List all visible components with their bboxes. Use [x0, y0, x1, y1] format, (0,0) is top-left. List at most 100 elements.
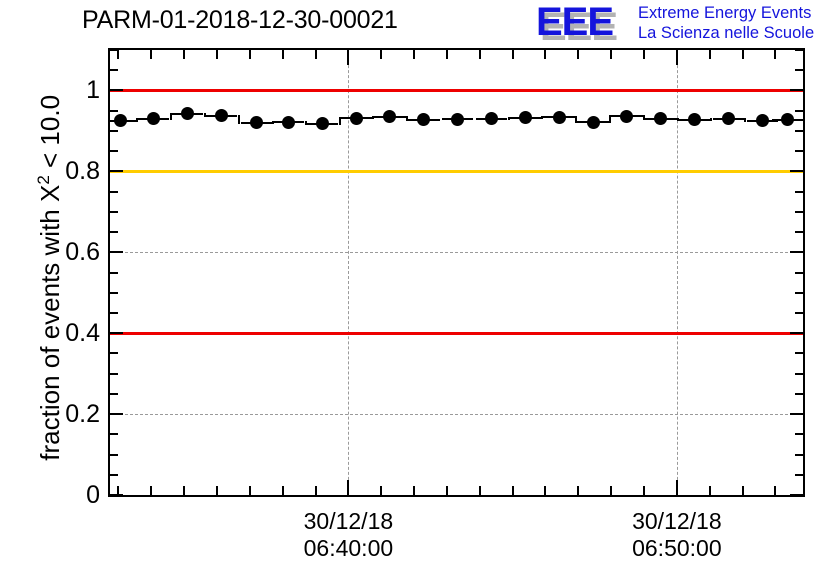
y-axis-major-tick [110, 251, 123, 254]
y-axis-tick-label: 0.2 [65, 400, 100, 429]
data-point-marker [755, 114, 769, 128]
y-axis-minor-tick-right [795, 109, 803, 112]
data-connector [271, 121, 274, 124]
data-point-marker [181, 107, 195, 120]
x-axis-minor-tick [314, 486, 317, 495]
x-axis-tick-labels: 30/12/18 06:40:00 30/12/18 06:50:00 [0, 500, 836, 570]
x-axis-minor-tick-top [215, 50, 218, 59]
x-axis-minor-tick-top [117, 50, 120, 59]
x-axis-minor-tick-top [708, 50, 711, 59]
data-point-marker [417, 113, 431, 127]
data-point-marker [215, 109, 229, 123]
y-axis-major-tick [110, 89, 123, 92]
x-axis-minor-tick-top [183, 50, 186, 59]
x-axis-major-tick [675, 480, 678, 495]
y-axis-minor-tick [110, 372, 118, 375]
chart-title: PARM-01-2018-12-30-00021 [82, 6, 398, 34]
data-point-marker [721, 112, 735, 126]
x-axis-minor-tick [413, 486, 416, 495]
data-connector [338, 117, 341, 125]
data-point-marker [687, 113, 701, 127]
data-point-marker [147, 112, 161, 126]
data-connector [676, 117, 679, 121]
y-axis-minor-tick [110, 271, 118, 274]
data-connector [507, 116, 510, 120]
y-axis-minor-tick [110, 150, 118, 153]
y-axis-minor-tick-right [795, 372, 803, 375]
data-connector [642, 115, 645, 120]
y-axis-minor-tick-right [795, 291, 803, 294]
x-axis-minor-tick [511, 486, 514, 495]
data-point-marker [316, 117, 330, 131]
data-point-marker [485, 112, 499, 126]
x-axis-minor-tick [248, 486, 251, 495]
reference-line-0p8 [110, 169, 803, 173]
x-axis-minor-tick [117, 486, 120, 495]
data-connector [541, 116, 544, 119]
x-axis-minor-tick-top [150, 50, 153, 59]
eee-logo-line1: Extreme Energy Events [638, 4, 812, 22]
y-axis-minor-tick-right [795, 150, 803, 153]
reference-line-0p4 [110, 331, 803, 335]
y-axis-minor-tick-right [795, 50, 803, 51]
x-axis-major-tick-top [675, 50, 678, 65]
x-axis-major-tick-top [347, 50, 350, 65]
x-axis-minor-tick [445, 486, 448, 495]
x-axis-tick-label-time: 06:40:00 [303, 535, 394, 561]
y-axis-minor-tick [110, 50, 118, 51]
y-axis-minor-tick-right [795, 311, 803, 314]
x-axis-tick-label: 30/12/18 06:40:00 [288, 508, 408, 562]
eee-logo-line2: La Scienza nelle Scuole [638, 24, 815, 42]
x-axis-minor-tick-top [610, 50, 613, 59]
y-axis-tick-label: 0.8 [65, 157, 100, 186]
y-axis-minor-tick [110, 352, 118, 355]
data-connector [710, 117, 713, 121]
x-axis-tick-label: 30/12/18 06:50:00 [617, 508, 737, 562]
y-axis-minor-tick [110, 473, 118, 476]
data-point-marker [249, 116, 263, 130]
y-axis-minor-tick-right [795, 129, 803, 132]
y-axis-minor-tick-right [795, 271, 803, 274]
data-point-marker [654, 112, 668, 126]
y-axis-tick-label: 0.4 [65, 319, 100, 348]
y-axis-major-tick [110, 332, 123, 335]
eee-logo: EEE EEE Extreme Energy Events La Scienza… [536, 2, 834, 47]
x-axis-minor-tick-top [248, 50, 251, 59]
plot-area [110, 50, 803, 495]
data-point-marker [586, 115, 600, 129]
data-point-marker [451, 112, 465, 126]
data-connector [744, 117, 747, 122]
y-axis-minor-tick [110, 190, 118, 193]
y-axis-minor-tick-right [795, 231, 803, 234]
y-gridline [110, 252, 803, 254]
y-axis-major-tick [110, 413, 123, 416]
y-axis-tick-label: 0.6 [65, 238, 100, 267]
x-axis-minor-tick-top [511, 50, 514, 59]
eee-logo-text: Extreme Energy Events La Scienza nelle S… [638, 3, 814, 43]
y-axis-minor-tick [110, 109, 118, 112]
reference-line-1 [110, 88, 803, 92]
y-axis-minor-tick-right [795, 433, 803, 436]
x-axis-tick-label-date: 30/12/18 [303, 508, 394, 534]
y-axis-major-tick-right [790, 413, 803, 416]
x-axis-minor-tick-top [643, 50, 646, 59]
data-point-marker [350, 111, 364, 125]
y-axis-tick-label: 0 [86, 481, 100, 509]
data-connector [304, 121, 307, 125]
y-axis-major-tick-right [790, 170, 803, 173]
x-axis-minor-tick [281, 486, 284, 495]
data-point-marker [519, 111, 533, 125]
x-axis-tick-label-time: 06:50:00 [632, 535, 722, 561]
data-connector [203, 112, 206, 117]
x-gridline [348, 50, 350, 495]
x-gridline [676, 50, 678, 495]
x-axis-minor-tick [708, 486, 711, 495]
x-axis-minor-tick [741, 486, 744, 495]
y-gridline [110, 414, 803, 416]
y-axis-minor-tick [110, 291, 118, 294]
y-axis-minor-tick-right [795, 392, 803, 395]
data-connector [405, 115, 408, 121]
data-connector [575, 116, 578, 123]
y-axis-major-tick-right [790, 494, 803, 495]
data-point-marker [383, 110, 397, 124]
